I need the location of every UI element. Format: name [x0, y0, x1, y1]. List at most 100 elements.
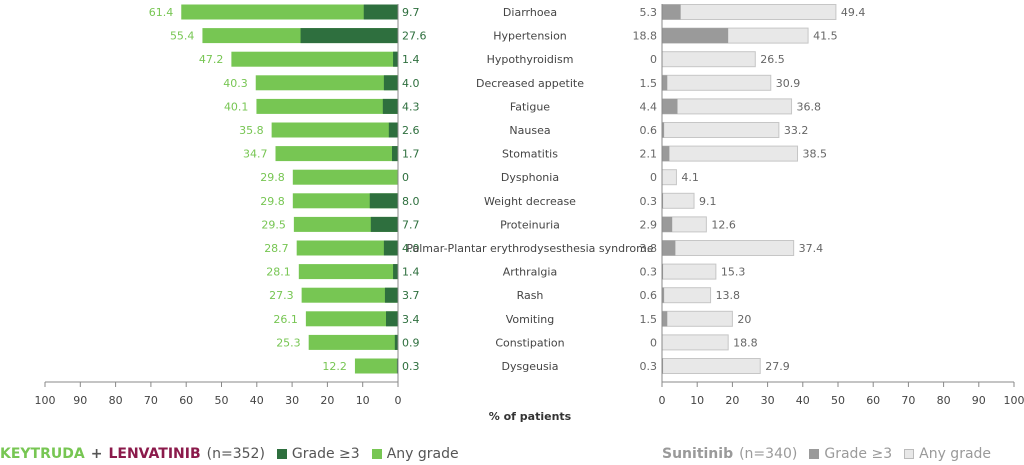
- left-grade3-value-label: 4.3: [402, 100, 420, 113]
- right-grade3-bar: [662, 98, 678, 114]
- left-any-value-label: 25.3: [276, 336, 301, 349]
- left-tick-label: 70: [144, 394, 158, 407]
- left-tick-label: 40: [250, 394, 264, 407]
- legend-lenvatinib-label: LENVATINIB: [108, 446, 201, 462]
- legend-right-grade-label: Grade ≥3: [824, 446, 893, 462]
- right-any-grade-bar: [661, 240, 795, 256]
- left-any-grade-bar: [181, 4, 398, 20]
- left-grade3-bar: [300, 28, 398, 44]
- right-any-grade-bar: [661, 145, 799, 162]
- right-grade3-bar: [662, 28, 729, 44]
- left-grade3-value-label: 8.0: [402, 195, 420, 208]
- legend-right-n: (n=340): [739, 446, 798, 462]
- right-grade3-value-label: 1.5: [640, 313, 658, 326]
- category-label: Rash: [517, 289, 544, 302]
- right-any-grade-bar: [661, 358, 761, 374]
- left-grade3-value-label: 2.6: [402, 124, 420, 137]
- left-grade3-bar: [393, 51, 398, 67]
- left-any-value-label: 29.5: [261, 218, 286, 231]
- left-grade3-value-label: 0.3: [402, 360, 420, 373]
- left-any-value-label: 29.8: [260, 195, 285, 208]
- left-grade3-bar: [369, 193, 398, 209]
- right-any-grade-bar: [661, 74, 772, 91]
- right-any-value-label: 9.1: [699, 195, 717, 208]
- category-label: Dysphonia: [501, 171, 559, 184]
- left-any-value-label: 26.1: [273, 313, 298, 326]
- legend-sunitinib-label: Sunitinib: [662, 446, 734, 462]
- right-grade3-value-label: 2.9: [640, 218, 658, 231]
- right-grade3-value-label: 0.3: [640, 195, 658, 208]
- right-tick-label: 20: [725, 394, 739, 407]
- left-any-value-label: 29.8: [260, 171, 285, 184]
- left-grade3-bar: [363, 4, 398, 20]
- left-any-grade-bar: [301, 287, 398, 303]
- right-any-grade-bar: [661, 51, 756, 68]
- left-grade3-value-label: 1.4: [402, 53, 420, 66]
- category-label: Nausea: [509, 124, 550, 137]
- legend-right-grade-swatch: [809, 449, 820, 459]
- left-any-value-label: 40.1: [224, 100, 249, 113]
- category-label: Fatigue: [510, 100, 550, 113]
- legend-right-any-swatch: [904, 449, 915, 459]
- left-tick-label: 80: [109, 394, 123, 407]
- right-any-value-label: 38.5: [803, 148, 828, 161]
- left-any-value-label: 40.3: [223, 77, 248, 90]
- left-any-value-label: 35.8: [239, 124, 264, 137]
- right-any-value-label: 49.4: [841, 6, 866, 19]
- right-any-grade-bar: [661, 287, 712, 304]
- right-grade3-value-label: 2.1: [640, 148, 658, 161]
- right-grade3-value-label: 0.3: [640, 360, 658, 373]
- left-tick-label: 50: [215, 394, 229, 407]
- legend-keytruda-label: KEYTRUDA: [0, 446, 85, 462]
- left-grade3-value-label: 7.7: [402, 218, 420, 231]
- left-grade3-bar: [384, 287, 398, 303]
- right-any-value-label: 18.8: [733, 336, 758, 349]
- left-any-value-label: 61.4: [149, 6, 174, 19]
- right-tick-label: 90: [972, 394, 986, 407]
- left-any-grade-bar: [292, 169, 398, 185]
- right-grade3-value-label: 1.5: [640, 77, 658, 90]
- left-tick-label: 10: [356, 394, 370, 407]
- left-tick-label: 90: [73, 394, 87, 407]
- right-grade3-value-label: 0: [650, 53, 657, 66]
- right-any-value-label: 12.6: [711, 218, 736, 231]
- category-label: Constipation: [495, 336, 564, 349]
- right-grade3-bar: [662, 146, 670, 162]
- left-grade3-value-label: 0.9: [402, 336, 420, 349]
- right-any-value-label: 15.3: [721, 266, 746, 279]
- left-any-grade-bar: [354, 358, 398, 374]
- right-any-grade-bar: [661, 4, 837, 20]
- right-any-grade-bar: [661, 334, 729, 351]
- left-tick-label: 0: [395, 394, 402, 407]
- right-any-value-label: 41.5: [813, 30, 838, 43]
- left-tick-label: 60: [179, 394, 193, 407]
- left-any-grade-bar: [275, 146, 398, 162]
- left-grade3-bar: [396, 358, 398, 374]
- left-any-value-label: 47.2: [199, 53, 224, 66]
- left-grade3-value-label: 4.0: [402, 77, 420, 90]
- category-label: Stomatitis: [502, 148, 558, 161]
- category-label: Decreased appetite: [476, 77, 584, 90]
- category-label: Hypertension: [493, 30, 567, 43]
- left-any-value-label: 12.2: [322, 360, 347, 373]
- left-any-grade-bar: [296, 240, 398, 256]
- legend-sunitinib: Sunitinib (n=340) Grade ≥3 Any grade: [662, 446, 991, 462]
- right-any-value-label: 26.5: [760, 53, 785, 66]
- right-any-value-label: 33.2: [784, 124, 809, 137]
- right-grade3-bar: [662, 193, 664, 209]
- left-tick-label: 20: [320, 394, 334, 407]
- right-grade3-bar: [662, 311, 668, 327]
- left-grade3-bar: [388, 122, 398, 138]
- left-any-grade-bar: [256, 98, 398, 114]
- right-tick-label: 50: [831, 394, 845, 407]
- left-grade3-bar: [370, 216, 398, 232]
- right-tick-label: 60: [866, 394, 880, 407]
- right-grade3-bar: [662, 264, 664, 280]
- right-any-grade-bar: [661, 169, 677, 186]
- right-grade3-value-label: 3.8: [640, 242, 658, 255]
- left-grade3-bar: [383, 75, 398, 91]
- left-grade3-bar: [382, 98, 398, 114]
- left-grade3-value-label: 1.4: [402, 266, 420, 279]
- right-any-value-label: 20: [737, 313, 751, 326]
- left-grade3-value-label: 3.4: [402, 313, 420, 326]
